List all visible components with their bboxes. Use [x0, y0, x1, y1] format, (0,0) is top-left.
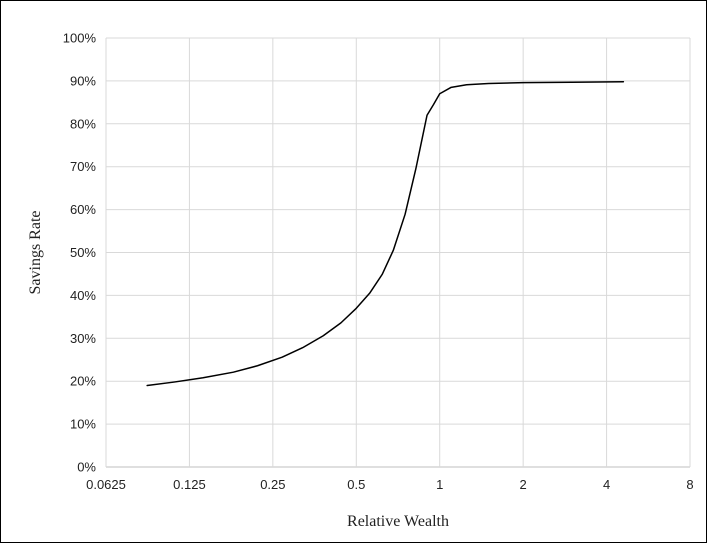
- y-tick-label: 20%: [70, 374, 96, 389]
- x-tick-label: 0.0625: [86, 477, 126, 492]
- y-tick-label: 50%: [70, 245, 96, 260]
- y-axis-title: Savings Rate: [27, 211, 44, 295]
- y-tick-label: 0%: [77, 460, 96, 475]
- y-tick-label: 40%: [70, 288, 96, 303]
- y-tick-label: 100%: [63, 31, 97, 46]
- x-tick-label: 4: [603, 477, 610, 492]
- y-tick-label: 80%: [70, 116, 96, 131]
- y-tick-label: 60%: [70, 202, 96, 217]
- x-tick-label: 1: [436, 477, 443, 492]
- grid-lines: [105, 37, 691, 468]
- y-tick-label: 90%: [70, 73, 96, 88]
- x-tick-label: 0.25: [260, 477, 285, 492]
- x-tick-label: 0.5: [347, 477, 365, 492]
- x-tick-label: 2: [520, 477, 527, 492]
- x-tick-label: 8: [686, 477, 693, 492]
- x-tick-label: 0.125: [173, 477, 206, 492]
- y-tick-label: 70%: [70, 159, 96, 174]
- x-axis-title: Relative Wealth: [347, 513, 449, 530]
- y-tick-label: 30%: [70, 331, 96, 346]
- y-tick-label: 10%: [70, 417, 96, 432]
- series-line: [146, 81, 625, 387]
- tick-labels: 0% 10% 20% 30% 40% 50% 60% 70% 80% 90% 100% 0.0625 0…: [63, 31, 694, 493]
